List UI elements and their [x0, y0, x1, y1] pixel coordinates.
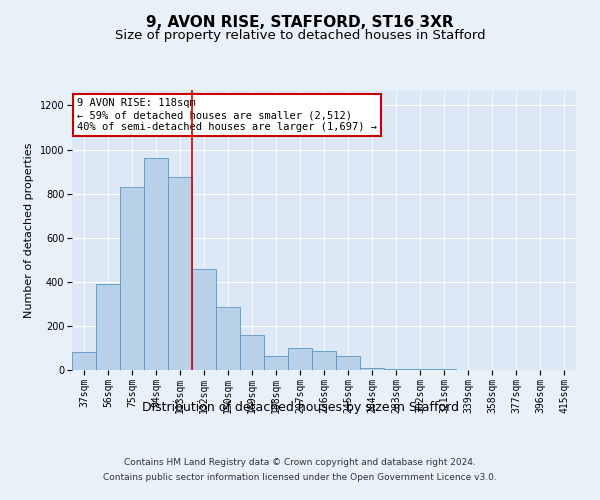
Text: Distribution of detached houses by size in Stafford: Distribution of detached houses by size …	[142, 401, 458, 414]
Y-axis label: Number of detached properties: Number of detached properties	[24, 142, 34, 318]
Bar	[264, 356, 288, 370]
Bar	[168, 177, 192, 370]
Bar	[240, 334, 264, 370]
Text: Size of property relative to detached houses in Stafford: Size of property relative to detached ho…	[115, 30, 485, 43]
Bar	[96, 284, 120, 370]
Bar	[312, 352, 336, 370]
Bar	[144, 158, 168, 370]
Text: 9 AVON RISE: 118sqm
← 59% of detached houses are smaller (2,512)
40% of semi-det: 9 AVON RISE: 118sqm ← 59% of detached ho…	[77, 98, 377, 132]
Bar	[360, 368, 384, 370]
Bar	[384, 369, 408, 370]
Bar	[216, 307, 240, 370]
Text: Contains public sector information licensed under the Open Government Licence v3: Contains public sector information licen…	[103, 473, 497, 482]
Bar	[408, 369, 432, 370]
Bar	[288, 348, 312, 370]
Bar	[336, 356, 360, 370]
Text: Contains HM Land Registry data © Crown copyright and database right 2024.: Contains HM Land Registry data © Crown c…	[124, 458, 476, 467]
Bar	[120, 187, 144, 370]
Bar	[192, 268, 216, 370]
Bar	[72, 352, 96, 370]
Text: 9, AVON RISE, STAFFORD, ST16 3XR: 9, AVON RISE, STAFFORD, ST16 3XR	[146, 15, 454, 30]
